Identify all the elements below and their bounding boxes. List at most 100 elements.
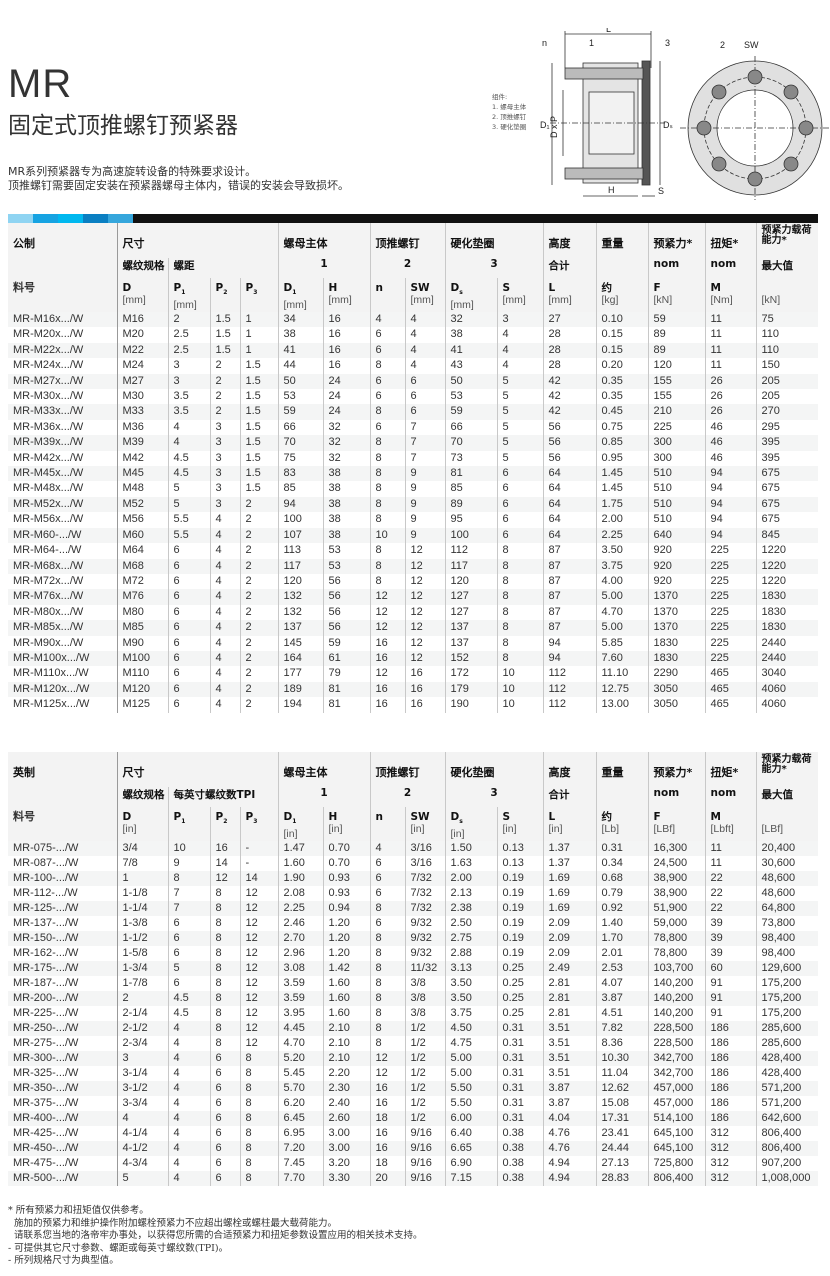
value-cell: 6 <box>496 466 543 482</box>
table-row: MR-275-.../W 2-3/4 4 8 12 4.70 2.10 8 1/2 4.75 0.3… <box>8 1036 818 1051</box>
value-cell: 3 <box>209 481 240 497</box>
value-cell: 24.44 <box>595 1141 648 1156</box>
value-cell: 3.50 <box>444 991 497 1006</box>
value-cell: 64 <box>542 512 596 528</box>
column-symbol: P1 <box>173 811 186 826</box>
size-header: 尺寸 <box>116 223 278 258</box>
value-cell: 186 <box>704 1096 756 1111</box>
value-cell: 94 <box>704 481 756 497</box>
value-cell: 12 <box>404 573 445 590</box>
value-cell: 3 <box>116 1051 168 1066</box>
value-cell: 56 <box>542 435 596 451</box>
table-row: MR-M22x.../W M22 2.5 1.5 1 41 16 6 4 41 4 28 0.15 89 1… <box>8 342 818 359</box>
part-number-cell: MR-250-.../W <box>8 1021 117 1036</box>
column-header: 约 [kg] <box>595 278 648 312</box>
value-cell: 225 <box>704 604 756 621</box>
value-cell: 28.83 <box>595 1171 648 1186</box>
value-cell: 465 <box>704 666 756 682</box>
nominal-header: nom <box>647 258 705 278</box>
max-header: 最大值 <box>755 258 818 278</box>
value-cell: 457,000 <box>647 1081 705 1096</box>
value-cell: 8 <box>496 650 543 667</box>
value-cell: 100 <box>277 512 323 528</box>
value-cell: 24 <box>322 373 370 390</box>
label-d1: D₁ <box>540 120 550 130</box>
column-unit: [Lb] <box>601 823 620 835</box>
value-cell: 26 <box>704 373 756 390</box>
value-cell: M120 <box>116 681 168 698</box>
footnote: 施加的预紧力和维护操作附加螺栓预紧力不应超出螺栓或螺柱最大载荷能力。 <box>8 1217 338 1229</box>
value-cell: 4-1/4 <box>116 1126 168 1141</box>
value-cell: 66 <box>444 419 497 436</box>
value-cell: 1830 <box>755 620 818 636</box>
value-cell: M33 <box>116 404 168 420</box>
value-cell: 12 <box>239 1036 278 1051</box>
value-cell: 2.09 <box>542 946 596 961</box>
value-cell: 98,400 <box>755 946 818 961</box>
part-number-cell: MR-M68x.../W <box>8 558 117 574</box>
value-cell: 2.50 <box>444 916 497 931</box>
value-cell: 110 <box>755 342 818 359</box>
value-cell: 2.00 <box>595 512 648 528</box>
value-cell: 0.93 <box>322 871 370 886</box>
value-cell: 8 <box>209 916 240 931</box>
value-cell: 89 <box>444 496 497 513</box>
value-cell: 9 <box>404 466 445 482</box>
value-cell: 8 <box>496 635 543 651</box>
value-cell: 1.50 <box>444 841 497 856</box>
table-row: MR-M39x.../W M39 4 3 1.5 70 32 8 7 70 5 56 0.85 300 46… <box>8 435 818 451</box>
max-header: 最大值 <box>755 787 818 807</box>
value-cell: 4 <box>209 620 240 636</box>
value-cell: 8 <box>167 871 210 886</box>
column-symbol: D <box>122 811 132 823</box>
part-number-cell: MR-150-.../W <box>8 931 117 946</box>
value-cell: 43 <box>444 358 497 374</box>
value-cell: 6 <box>167 650 210 667</box>
value-cell: 10 <box>496 681 543 698</box>
value-cell: 2290 <box>647 666 705 682</box>
value-cell: 1/2 <box>404 1081 445 1096</box>
value-cell: 8 <box>369 404 405 420</box>
part-number-cell: MR-M56x.../W <box>13 513 84 526</box>
value-cell: 91 <box>704 991 756 1006</box>
value-cell: 2 <box>239 666 278 682</box>
value-cell: 1-7/8 <box>116 976 168 991</box>
value-cell: 2-1/2 <box>116 1021 168 1036</box>
value-cell: 8 <box>369 466 405 482</box>
part-number-cell: MR-M39x.../W <box>8 435 117 451</box>
value-cell: 8 <box>369 931 405 946</box>
label-3: 3 <box>665 38 670 48</box>
table-row: MR-M45x.../W M45 4.5 3 1.5 83 38 8 9 81 6 64 1.45 510… <box>8 466 818 482</box>
value-cell: 94 <box>704 496 756 513</box>
value-cell: 42 <box>542 373 596 390</box>
value-cell: 16,300 <box>647 841 705 856</box>
value-cell: 8 <box>496 543 543 559</box>
value-cell: 3 <box>209 435 240 451</box>
value-cell: 2.46 <box>277 916 323 931</box>
sub-header-row: 螺纹规格 每英寸螺纹数TPI 1 2 3 合计 nom nom 最大值 <box>8 787 818 807</box>
value-cell: 0.10 <box>595 312 648 328</box>
table-row: MR-M76x.../W M76 6 4 2 132 56 12 12 127 8 87 5.00 137… <box>8 589 818 605</box>
value-cell: 225 <box>704 635 756 651</box>
value-cell: 2.81 <box>542 976 596 991</box>
unit-system-header: 英制 <box>8 752 117 787</box>
value-cell: 0.31 <box>496 1051 543 1066</box>
value-cell: 24,500 <box>647 856 705 871</box>
value-cell: 3 <box>209 419 240 436</box>
value-cell: 6 <box>369 373 405 390</box>
washer-header: 硬化垫圈 <box>444 752 543 787</box>
value-cell: 312 <box>704 1126 756 1141</box>
part-number-cell: MR-M42x.../W <box>13 451 84 464</box>
value-cell: 8 <box>239 1141 278 1156</box>
value-cell: 5.85 <box>595 635 648 651</box>
pitch-header: 每英寸螺纹数TPI <box>167 787 278 807</box>
value-cell: 32 <box>322 419 370 436</box>
value-cell: 4.70 <box>595 604 648 621</box>
value-cell: 3.75 <box>444 1006 497 1021</box>
blank-cell <box>595 258 648 278</box>
part-number-cell: MR-200-.../W <box>8 991 117 1006</box>
value-cell: 94 <box>542 635 596 651</box>
value-cell: 20 <box>369 1171 405 1186</box>
value-cell: 1.42 <box>322 961 370 976</box>
value-cell: 16 <box>404 681 445 698</box>
